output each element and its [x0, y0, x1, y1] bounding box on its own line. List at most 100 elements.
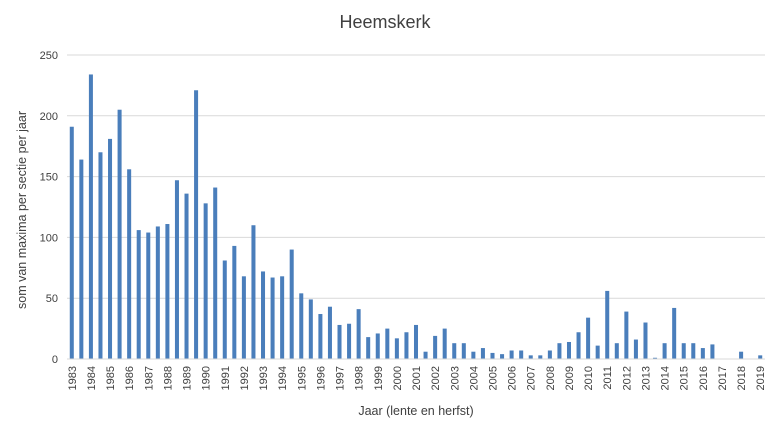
x-tick-label: 2016	[698, 366, 710, 390]
x-tick-label: 2001	[411, 366, 423, 390]
bar	[490, 352, 495, 359]
bar	[261, 271, 266, 359]
x-tick-label: 1984	[86, 366, 98, 390]
x-tick-label: 2008	[545, 366, 557, 390]
x-tick-label: 1989	[182, 366, 194, 390]
bar	[480, 348, 485, 359]
x-tick-label: 1993	[258, 366, 270, 390]
x-tick-label: 2006	[507, 366, 519, 390]
y-tick-label: 200	[40, 111, 58, 123]
bar	[308, 299, 313, 359]
bar	[79, 159, 84, 359]
bar	[433, 335, 438, 359]
bar	[758, 355, 763, 359]
bar	[519, 350, 524, 359]
bar	[586, 317, 591, 359]
bar	[337, 324, 342, 359]
x-tick-label: 1992	[239, 366, 251, 390]
x-tick-label: 1991	[220, 366, 232, 390]
bar	[69, 126, 74, 360]
bar	[347, 323, 352, 359]
bar	[385, 328, 390, 359]
bar	[280, 276, 285, 359]
bar	[299, 293, 304, 359]
bar	[174, 180, 179, 359]
bar	[672, 307, 677, 359]
x-tick-label: 1985	[105, 366, 117, 390]
y-tick-label: 100	[40, 232, 58, 244]
bar	[500, 354, 505, 359]
bar	[624, 311, 629, 359]
bar	[509, 350, 514, 359]
bar	[98, 152, 103, 359]
bar	[232, 245, 237, 359]
x-tick-label: 1997	[335, 366, 347, 390]
bar	[318, 314, 323, 359]
x-tick-label: 2010	[583, 366, 595, 390]
bar	[146, 232, 151, 359]
bar	[442, 328, 447, 359]
x-tick-label: 2018	[736, 366, 748, 390]
x-tick-label: 2000	[392, 366, 404, 390]
y-axis-ticks: 0 50 100 150 200 250	[40, 50, 58, 366]
bar	[394, 338, 399, 359]
bar	[700, 348, 705, 359]
bar	[356, 309, 361, 359]
bar	[222, 260, 227, 359]
bar	[605, 290, 610, 359]
x-tick-label: 1983	[67, 366, 79, 390]
x-tick-label: 1994	[277, 366, 289, 390]
bar	[327, 306, 332, 359]
x-tick-label: 2005	[487, 366, 499, 390]
bar	[184, 193, 189, 359]
bar	[88, 74, 93, 360]
x-tick-label: 1988	[162, 366, 174, 390]
y-tick-label: 0	[52, 354, 58, 366]
x-tick-label: 1999	[373, 366, 385, 390]
gridlines	[67, 54, 765, 299]
x-tick-label: 2014	[660, 366, 672, 390]
bar	[117, 109, 122, 359]
x-tick-label: 1996	[315, 366, 327, 390]
x-tick-label: 1990	[201, 366, 213, 390]
bar	[270, 277, 275, 359]
bar	[557, 343, 562, 359]
bar	[576, 332, 581, 359]
x-tick-label: 2019	[755, 366, 767, 390]
bar	[643, 322, 648, 359]
bar	[108, 138, 113, 359]
bar	[366, 337, 371, 359]
x-tick-label: 2015	[679, 366, 691, 390]
y-tick-label: 50	[46, 293, 58, 305]
x-tick-label: 1987	[143, 366, 155, 390]
x-tick-label: 2003	[449, 366, 461, 390]
bar	[155, 226, 160, 359]
x-tick-label: 1995	[296, 366, 308, 390]
bar	[413, 324, 419, 359]
bar	[203, 203, 208, 359]
bar	[213, 187, 218, 359]
bar	[289, 249, 294, 359]
x-tick-label: 2013	[640, 366, 652, 390]
x-axis-ticks: 1983 1984 1985 1986 1987 1988 1989 1990 1991 1992…	[67, 366, 767, 390]
bar	[251, 225, 256, 359]
bar	[194, 90, 199, 359]
bar	[566, 341, 571, 359]
bar	[691, 343, 696, 359]
x-tick-label: 2012	[621, 366, 633, 390]
bar	[452, 343, 457, 359]
bar	[136, 230, 141, 359]
bars	[69, 74, 763, 360]
bar	[241, 276, 246, 359]
bar	[710, 344, 715, 359]
bar	[127, 169, 132, 359]
bar	[547, 350, 552, 359]
bar	[375, 333, 380, 359]
x-tick-label: 2004	[468, 366, 480, 390]
bar	[165, 224, 170, 359]
bar	[528, 355, 533, 359]
x-tick-label: 2009	[564, 366, 576, 390]
x-tick-label: 2007	[526, 366, 538, 390]
bar	[461, 343, 466, 359]
